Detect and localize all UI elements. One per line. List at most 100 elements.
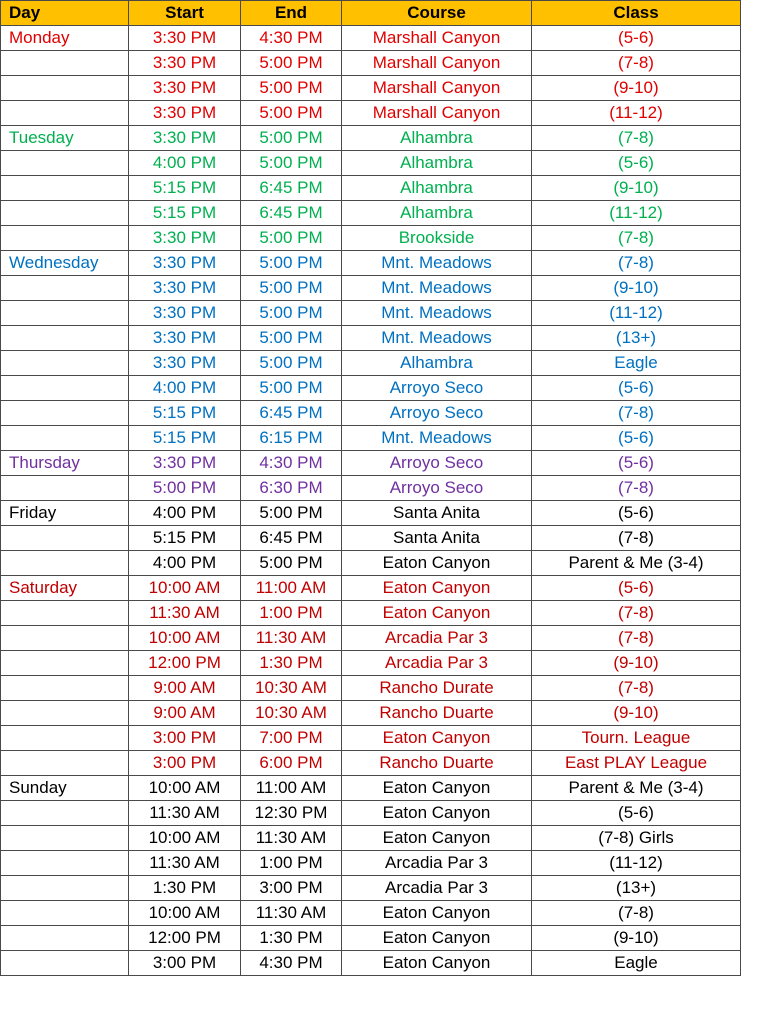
- cell-end: 5:00 PM: [240, 500, 342, 526]
- cell-start: 3:30 PM: [128, 75, 241, 101]
- cell-day: [0, 75, 129, 101]
- cell-end: 11:30 AM: [240, 900, 342, 926]
- cell-end: 6:00 PM: [240, 750, 342, 776]
- cell-day: [0, 850, 129, 876]
- cell-class: (9-10): [531, 700, 741, 726]
- schedule-row: 10:00 AM 11:30 AM Eaton Canyon (7-8): [0, 900, 741, 926]
- cell-day: Thursday: [0, 450, 129, 476]
- cell-day: [0, 675, 129, 701]
- cell-class: (11-12): [531, 200, 741, 226]
- cell-course: Marshall Canyon: [341, 100, 532, 126]
- cell-day: [0, 425, 129, 451]
- cell-end: 1:00 PM: [240, 600, 342, 626]
- cell-class: (7-8): [531, 125, 741, 151]
- cell-start: 12:00 PM: [128, 925, 241, 951]
- cell-start: 9:00 AM: [128, 700, 241, 726]
- cell-end: 5:00 PM: [240, 225, 342, 251]
- cell-course: Arroyo Seco: [341, 400, 532, 426]
- cell-day: [0, 550, 129, 576]
- cell-class: (7-8): [531, 475, 741, 501]
- cell-course: Eaton Canyon: [341, 925, 532, 951]
- cell-class: (7-8): [531, 625, 741, 651]
- cell-end: 6:45 PM: [240, 525, 342, 551]
- cell-course: Mnt. Meadows: [341, 425, 532, 451]
- schedule-row: 3:00 PM 6:00 PM Rancho Duarte East PLAY Lea…: [0, 750, 741, 776]
- cell-course: Arroyo Seco: [341, 475, 532, 501]
- cell-start: 4:00 PM: [128, 150, 241, 176]
- schedule-row: 3:30 PM 5:00 PM Mnt. Meadows (11-12): [0, 300, 741, 326]
- cell-start: 3:00 PM: [128, 750, 241, 776]
- cell-class: East PLAY League: [531, 750, 741, 776]
- schedule-row: Friday 4:00 PM 5:00 PM Santa Anita (5-6): [0, 500, 741, 526]
- cell-end: 12:30 PM: [240, 800, 342, 826]
- cell-start: 3:30 PM: [128, 350, 241, 376]
- cell-day: Monday: [0, 25, 129, 51]
- cell-end: 1:30 PM: [240, 925, 342, 951]
- cell-end: 5:00 PM: [240, 50, 342, 76]
- schedule-body: Monday 3:30 PM 4:30 PM Marshall Canyon (5-6)…: [0, 25, 741, 976]
- cell-start: 3:30 PM: [128, 225, 241, 251]
- schedule-row: 5:15 PM 6:45 PM Alhambra (11-12): [0, 200, 741, 226]
- schedule-row: 3:30 PM 5:00 PM Marshall Canyon (7-8): [0, 50, 741, 76]
- cell-class: (9-10): [531, 75, 741, 101]
- cell-end: 10:30 AM: [240, 700, 342, 726]
- cell-end: 6:45 PM: [240, 175, 342, 201]
- cell-start: 10:00 AM: [128, 575, 241, 601]
- schedule-row: 5:15 PM 6:15 PM Mnt. Meadows (5-6): [0, 425, 741, 451]
- cell-end: 5:00 PM: [240, 150, 342, 176]
- cell-day: [0, 150, 129, 176]
- cell-start: 3:30 PM: [128, 250, 241, 276]
- cell-class: Parent & Me (3-4): [531, 550, 741, 576]
- cell-course: Alhambra: [341, 150, 532, 176]
- cell-class: (9-10): [531, 925, 741, 951]
- cell-class: (7-8): [531, 600, 741, 626]
- cell-end: 4:30 PM: [240, 450, 342, 476]
- cell-course: Arroyo Seco: [341, 450, 532, 476]
- schedule-row: 9:00 AM 10:30 AM Rancho Durate (7-8): [0, 675, 741, 701]
- cell-class: (13+): [531, 875, 741, 901]
- cell-class: (7-8) Girls: [531, 825, 741, 851]
- cell-day: Saturday: [0, 575, 129, 601]
- cell-start: 9:00 AM: [128, 675, 241, 701]
- cell-course: Alhambra: [341, 350, 532, 376]
- cell-day: [0, 100, 129, 126]
- cell-course: Alhambra: [341, 200, 532, 226]
- cell-end: 5:00 PM: [240, 325, 342, 351]
- cell-end: 5:00 PM: [240, 125, 342, 151]
- schedule-row: 3:30 PM 5:00 PM Alhambra Eagle: [0, 350, 741, 376]
- header-row: Day Start End Course Class: [0, 0, 741, 26]
- cell-course: Eaton Canyon: [341, 575, 532, 601]
- cell-start: 1:30 PM: [128, 875, 241, 901]
- cell-start: 3:30 PM: [128, 125, 241, 151]
- schedule-row: 4:00 PM 5:00 PM Eaton Canyon Parent & Me (3…: [0, 550, 741, 576]
- cell-course: Alhambra: [341, 175, 532, 201]
- schedule-row: 12:00 PM 1:30 PM Arcadia Par 3 (9-10): [0, 650, 741, 676]
- cell-start: 11:30 AM: [128, 850, 241, 876]
- cell-class: (5-6): [531, 425, 741, 451]
- cell-class: (7-8): [531, 900, 741, 926]
- cell-start: 4:00 PM: [128, 375, 241, 401]
- schedule-row: 3:00 PM 7:00 PM Eaton Canyon Tourn. League: [0, 725, 741, 751]
- schedule-row: 4:00 PM 5:00 PM Arroyo Seco (5-6): [0, 375, 741, 401]
- header-course: Course: [341, 0, 532, 26]
- header-day: Day: [0, 0, 129, 26]
- schedule-table: Day Start End Course Class Monday 3:30 PM…: [0, 0, 741, 976]
- cell-course: Rancho Durate: [341, 675, 532, 701]
- schedule-row: 11:30 AM 1:00 PM Arcadia Par 3 (11-12): [0, 850, 741, 876]
- header-class: Class: [531, 0, 741, 26]
- cell-start: 12:00 PM: [128, 650, 241, 676]
- cell-day: [0, 725, 129, 751]
- cell-class: (13+): [531, 325, 741, 351]
- cell-start: 11:30 AM: [128, 600, 241, 626]
- cell-start: 3:30 PM: [128, 450, 241, 476]
- cell-class: (5-6): [531, 800, 741, 826]
- cell-start: 10:00 AM: [128, 825, 241, 851]
- schedule-row: 3:30 PM 5:00 PM Mnt. Meadows (9-10): [0, 275, 741, 301]
- schedule-row: 9:00 AM 10:30 AM Rancho Duarte (9-10): [0, 700, 741, 726]
- schedule-row: 3:00 PM 4:30 PM Eaton Canyon Eagle: [0, 950, 741, 976]
- cell-course: Brookside: [341, 225, 532, 251]
- header-start: Start: [128, 0, 241, 26]
- cell-end: 7:00 PM: [240, 725, 342, 751]
- cell-class: (7-8): [531, 675, 741, 701]
- cell-class: (7-8): [531, 250, 741, 276]
